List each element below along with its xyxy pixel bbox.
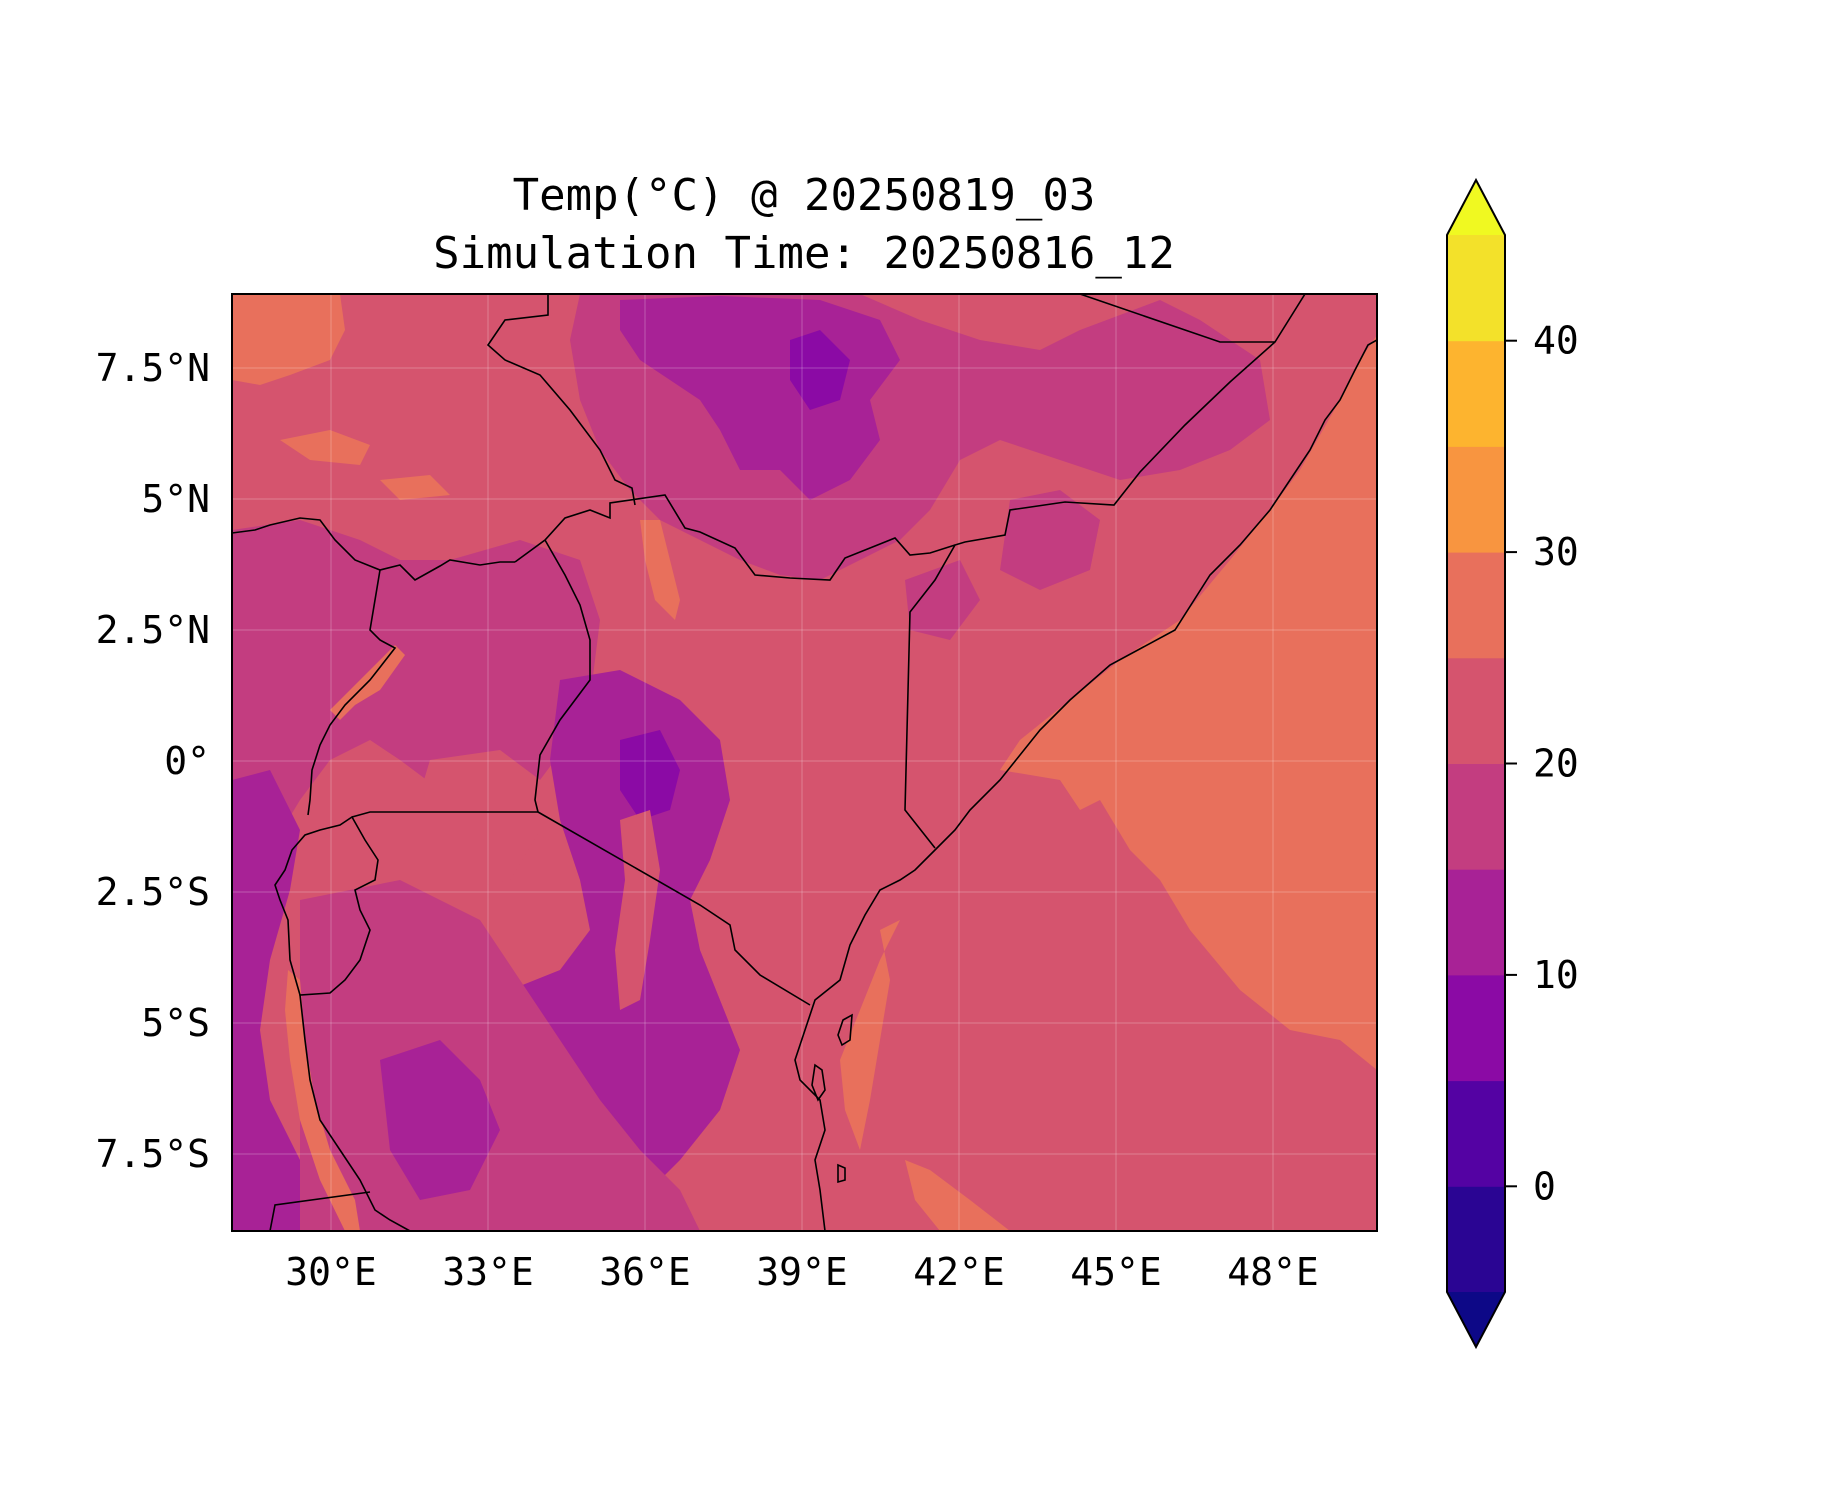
x-tick-label: 48°E bbox=[1227, 1250, 1319, 1294]
colorbar-tick-label: 30 bbox=[1533, 530, 1579, 574]
colorbar-ticks: 0 10 20 30 40 bbox=[1505, 319, 1579, 1208]
colorbar-tick-label: 10 bbox=[1533, 953, 1579, 997]
y-tick-label: 7.5°N bbox=[96, 346, 210, 390]
colorbar-segment bbox=[1447, 235, 1505, 342]
y-tick-label: 5°N bbox=[141, 477, 210, 521]
contour-nw-25-30 bbox=[232, 294, 345, 385]
y-tick-label: 5°S bbox=[141, 1001, 210, 1045]
title-line-1: Temp(°C) @ 20250819_03 bbox=[513, 170, 1096, 221]
island-zanzibar bbox=[837, 1013, 853, 1047]
colorbar-tick-label: 0 bbox=[1533, 1164, 1556, 1208]
gridlines bbox=[232, 294, 1377, 1231]
border-uganda-kenya bbox=[534, 539, 591, 813]
contour-nw-25-30-b bbox=[280, 430, 370, 465]
border-ethiopia-somalia bbox=[904, 294, 1306, 849]
boundaries bbox=[232, 294, 1377, 1231]
colorbar-segment bbox=[1447, 763, 1505, 870]
contour-somali-15-20 bbox=[1000, 490, 1100, 590]
contour-ethiopia-5-10 bbox=[790, 330, 850, 410]
border-kenya-tanzania bbox=[537, 811, 811, 1006]
colorbar-segment bbox=[1447, 974, 1505, 1082]
border-tanganyika-shore bbox=[299, 994, 411, 1231]
map-frame bbox=[231, 293, 1378, 1232]
y-tick-label: 2.5°S bbox=[96, 870, 210, 914]
island-pemba bbox=[811, 1063, 826, 1102]
y-tick-label: 7.5°S bbox=[96, 1132, 210, 1176]
contour-rift-west-10-15 bbox=[232, 770, 320, 1231]
contour-rift-valley-20-25 bbox=[615, 810, 660, 1010]
temperature-map bbox=[232, 294, 1377, 1231]
colorbar-segment bbox=[1447, 869, 1505, 976]
colorbar-segment bbox=[1447, 446, 1505, 553]
contour-ocean-25-30 bbox=[1000, 335, 1377, 1070]
border-uganda-drc bbox=[307, 569, 397, 816]
colorbar-segment bbox=[1447, 1186, 1505, 1293]
y-tick-label: 2.5°N bbox=[96, 608, 210, 652]
border-tanzania-zambia bbox=[269, 1191, 371, 1231]
colorbar-tick-label: 40 bbox=[1533, 319, 1579, 363]
contour-nw-25-30-c bbox=[380, 475, 450, 500]
coastline bbox=[794, 339, 1377, 1231]
contour-somali-15-20-b bbox=[905, 560, 980, 640]
x-tick-label: 45°E bbox=[1070, 1250, 1162, 1294]
temperature-contours bbox=[232, 294, 1377, 1231]
x-tick-label: 30°E bbox=[285, 1250, 377, 1294]
x-tick-label: 36°E bbox=[599, 1250, 691, 1294]
colorbar-segment bbox=[1447, 340, 1505, 447]
border-kenya-ethiopia bbox=[514, 494, 956, 581]
x-tick-label: 39°E bbox=[756, 1250, 848, 1294]
border-south-sudan bbox=[486, 294, 636, 506]
border-somalia-north bbox=[1079, 294, 1275, 343]
y-tick-label: 0° bbox=[164, 739, 210, 783]
contour-coast-25-30-b bbox=[905, 1160, 1010, 1231]
border-uganda-tanzania bbox=[351, 811, 538, 818]
colorbar bbox=[1446, 177, 1506, 1350]
contour-uganda-15-20 bbox=[232, 520, 600, 920]
island-mafia bbox=[837, 1163, 846, 1184]
colorbar-segment bbox=[1447, 1080, 1505, 1187]
x-axis: 30°E 33°E 36°E 39°E 42°E 45°E 48°E bbox=[285, 1250, 1319, 1294]
y-axis: 7.5°N 5°N 2.5°N 0° 2.5°S 5°S 7.5°S bbox=[96, 346, 210, 1176]
x-tick-label: 33°E bbox=[442, 1250, 534, 1294]
contour-coast-25-30 bbox=[840, 920, 900, 1150]
contour-tz-south-10-15 bbox=[380, 1040, 500, 1200]
contour-turkana-25-30 bbox=[640, 520, 680, 620]
colorbar-tick-label: 20 bbox=[1533, 742, 1579, 786]
colorbar-under-extension bbox=[1447, 1292, 1505, 1347]
colorbar-outline bbox=[1446, 177, 1506, 1350]
contour-lake-victoria-20-25 bbox=[415, 750, 540, 890]
colorbar-segment bbox=[1447, 657, 1505, 764]
colorbar-segment bbox=[1447, 552, 1505, 659]
colorbar-over-extension bbox=[1447, 180, 1505, 235]
x-tick-label: 42°E bbox=[913, 1250, 1005, 1294]
title-line-2: Simulation Time: 20250816_12 bbox=[433, 228, 1175, 279]
contour-highlands-5-10 bbox=[620, 730, 680, 820]
